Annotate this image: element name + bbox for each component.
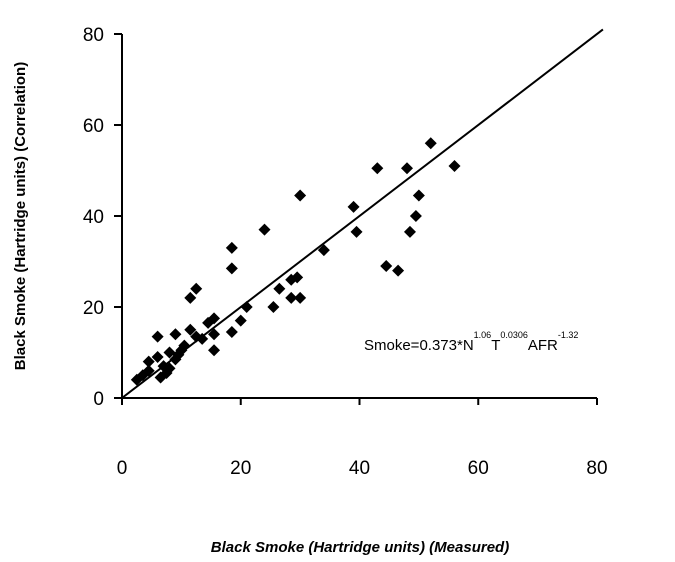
y-tick-label: 60	[83, 116, 104, 137]
data-point	[142, 355, 155, 368]
annotation-text: AFR	[528, 337, 558, 354]
data-point	[267, 301, 280, 313]
annotation-superscript: 1.06	[474, 330, 492, 340]
x-tick-label: 20	[230, 458, 251, 479]
data-point	[412, 189, 425, 202]
data-point	[208, 328, 221, 341]
data-point	[225, 262, 238, 275]
x-tick-label: 80	[586, 458, 607, 479]
data-point	[196, 332, 209, 345]
data-point	[380, 260, 393, 273]
data-point	[258, 223, 271, 236]
y-tick-label: 80	[83, 25, 104, 46]
data-point	[403, 225, 416, 238]
annotation-text: T	[491, 337, 500, 354]
data-point	[225, 326, 238, 339]
data-point	[208, 344, 221, 357]
data-point	[172, 348, 185, 361]
annotation: Smoke=0.373*N1.06T0.0306AFR-1.32	[364, 330, 578, 354]
data-point	[190, 282, 203, 295]
data-point	[371, 162, 384, 175]
x-axis-title: Black Smoke (Hartridge units) (Measured)	[211, 539, 509, 556]
y-tick-label: 40	[83, 207, 104, 228]
annotation-superscript: -1.32	[558, 330, 579, 340]
x-tick-label: 40	[349, 458, 370, 479]
annotation-text: Smoke=0.373*N	[364, 337, 474, 354]
data-point	[154, 371, 167, 384]
data-point	[151, 351, 164, 364]
data-point	[202, 316, 215, 329]
data-point	[225, 241, 238, 254]
data-point	[151, 330, 164, 343]
data-point	[184, 291, 197, 304]
data-point	[240, 301, 253, 313]
data-point	[130, 373, 143, 386]
data-point	[163, 346, 176, 359]
data-point	[184, 323, 197, 336]
data-point	[409, 210, 422, 222]
data-point	[448, 159, 461, 172]
data-point	[401, 162, 413, 175]
y-tick-label: 0	[93, 389, 104, 410]
annotation-superscript: 0.0306	[500, 330, 528, 340]
data-point	[392, 264, 405, 277]
data-point	[291, 271, 304, 284]
x-tick-label: 0	[117, 458, 128, 479]
x-tick-label: 60	[468, 458, 489, 479]
data-point	[317, 244, 330, 257]
data-point	[169, 328, 182, 341]
data-point	[163, 362, 176, 375]
data-point	[347, 200, 360, 213]
data-point	[350, 225, 363, 238]
data-point	[234, 314, 247, 327]
data-point	[273, 282, 286, 295]
data-point	[294, 189, 307, 202]
y-axis-title: Black Smoke (Hartridge units) (Correlati…	[12, 62, 29, 370]
data-point	[294, 291, 307, 304]
y-tick-label: 20	[83, 298, 104, 319]
data-point	[178, 339, 191, 352]
data-point	[285, 291, 298, 304]
data-point	[424, 137, 437, 150]
